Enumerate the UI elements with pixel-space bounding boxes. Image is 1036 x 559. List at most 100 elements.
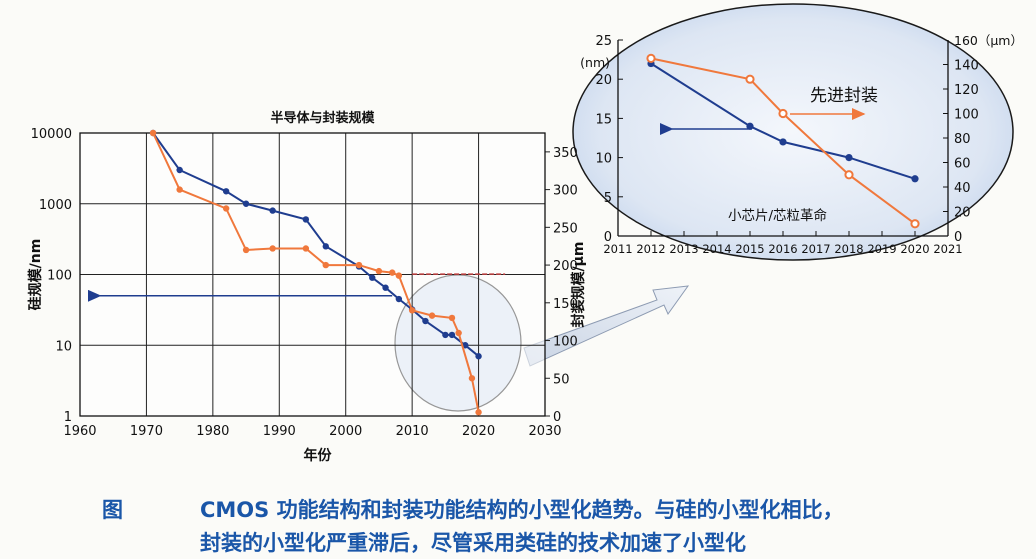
silicon-data-point	[395, 295, 403, 303]
inset-y-tick-label: 5	[604, 191, 612, 206]
y2-tick-label: 350	[553, 146, 578, 161]
inset-silicon-data-point	[779, 138, 787, 146]
x-tick-label: 2030	[528, 424, 561, 439]
caption-line-2: 封装的小型化严重滞后，尽管采用类硅的技术加速了小型化	[200, 531, 746, 555]
figure-caption: 图 CMOS 功能结构和封装功能结构的小型化趋势。与硅的小型化相比， 封装的小型…	[0, 488, 1036, 558]
package-data-point	[242, 246, 250, 254]
inset-y-unit: (nm)	[580, 55, 610, 70]
y-tick-label: 1	[64, 410, 72, 425]
inset-y2-tick-label: 80	[954, 132, 971, 147]
silicon-data-point	[176, 166, 183, 174]
silicon-data-point	[442, 331, 449, 339]
inset-package-data-point	[646, 53, 656, 63]
inset-y-tick-label: 0	[604, 230, 612, 245]
package-data-point	[149, 129, 157, 137]
inset-y2-tick-label: 100	[954, 108, 979, 123]
inset-package-data-point	[910, 219, 920, 229]
y2-tick-label: 150	[553, 297, 578, 312]
inset-y2-tick-label: 40	[954, 181, 971, 196]
inset-y2-tick-label: 60	[954, 157, 971, 172]
inset-y-tick-label: 15	[595, 112, 612, 127]
package-data-point	[355, 261, 363, 269]
silicon-data-point	[242, 200, 250, 207]
package-data-point	[222, 205, 230, 212]
inset-annotation-advanced-packaging: 先进封装	[810, 86, 878, 106]
silicon-data-point	[475, 353, 482, 360]
x-tick-label: 1990	[263, 424, 296, 439]
plot-frame	[79, 132, 546, 417]
y2-tick-label: 300	[553, 184, 578, 199]
zoom-ellipse	[572, 3, 1014, 261]
package-data-point	[408, 307, 416, 314]
inset-x-tick-label: 2017	[801, 242, 830, 256]
inset-package-data-point	[844, 170, 854, 180]
package-data-point	[302, 245, 310, 252]
package-data-point	[375, 267, 383, 275]
zoom-arrow	[523, 285, 690, 367]
package-data-point	[322, 261, 329, 269]
inset-y2-tick-label: 140	[954, 59, 979, 74]
inset-y2-tick-label: 120	[954, 83, 979, 98]
silicon-data-point	[302, 216, 310, 223]
inset-chart: 2011 2012 2013 2014 2015 2016 2017 2018 2019 2020…	[580, 33, 1023, 256]
inset-x-tick-label: 2019	[867, 242, 896, 256]
y2-tick-label: 200	[553, 259, 578, 274]
package-data-point	[176, 186, 183, 193]
y2-tick-label: 50	[553, 372, 570, 387]
inset-y-tick-label: 10	[595, 152, 612, 167]
package-data-point	[448, 314, 456, 322]
x-tick-label: 2000	[329, 424, 362, 439]
inset-x-tick-label: 2014	[702, 242, 731, 256]
inset-silicon-data-point	[746, 122, 754, 130]
inset-x-tick-label: 2012	[636, 242, 665, 256]
x-tick-label: 2010	[396, 424, 429, 439]
inset-y2-tick-label: 20	[954, 206, 971, 221]
package-data-point	[395, 272, 403, 279]
inset-x-tick-label: 2020	[900, 242, 929, 256]
x-tick-label: 1960	[63, 424, 96, 439]
silicon-data-point	[269, 207, 276, 214]
x-tick-label: 2020	[462, 424, 495, 439]
y2-tick-label: 100	[553, 335, 578, 350]
inset-y-tick-label: 20	[595, 73, 612, 88]
inset-x-tick-label: 2021	[933, 242, 962, 256]
main-chart: 1960 1970 1980 1990 2000 2010 2020 203011010010…	[27, 110, 587, 464]
y-tick-label: 10000	[31, 127, 72, 142]
inset-silicon-data-point	[845, 154, 853, 162]
y-tick-label: 1000	[39, 198, 72, 213]
inset-x-tick-label: 2016	[768, 242, 797, 256]
inset-y-tick-label: 25	[595, 34, 612, 49]
inset-silicon-data-point	[911, 175, 919, 183]
inset-annotation-chiplet: 小芯片/芯粒革命	[728, 207, 828, 224]
silicon-data-point	[222, 188, 230, 195]
y-tick-label: 100	[47, 269, 72, 284]
inset-x-tick-label: 2015	[735, 242, 764, 256]
silicon-data-point	[322, 243, 329, 250]
inset-package-data-point	[778, 108, 788, 119]
package-data-point	[455, 329, 462, 337]
package-data-point	[475, 409, 482, 416]
caption-line-1: CMOS 功能结构和封装功能结构的小型化趋势。与硅的小型化相比，	[200, 498, 844, 522]
package-data-point	[428, 312, 436, 319]
silicon-data-point	[448, 331, 456, 339]
y2-tick-label: 0	[553, 410, 561, 425]
y-axis-label: 硅规模/nm	[27, 239, 44, 311]
inset-package-data-point	[745, 74, 755, 84]
package-data-point	[468, 375, 476, 382]
inset-x-tick-label: 2018	[834, 242, 863, 256]
silicon-data-point	[369, 274, 376, 281]
inset-x-tick-label: 2011	[603, 242, 632, 256]
inset-y2-unit: 160（μm）	[954, 33, 1023, 48]
silicon-data-point	[422, 317, 429, 325]
chart-title: 半导体与封装规模	[270, 110, 375, 126]
silicon-data-point	[382, 284, 389, 291]
y-tick-label: 10	[55, 339, 72, 354]
x-axis-label: 年份	[304, 447, 333, 464]
inset-x-tick-label: 2013	[669, 242, 698, 256]
caption-label: 图	[102, 498, 123, 522]
x-tick-label: 1980	[196, 424, 229, 439]
package-data-point	[269, 245, 276, 252]
inset-y2-tick-label: 0	[954, 230, 962, 245]
x-tick-label: 1970	[130, 424, 163, 439]
